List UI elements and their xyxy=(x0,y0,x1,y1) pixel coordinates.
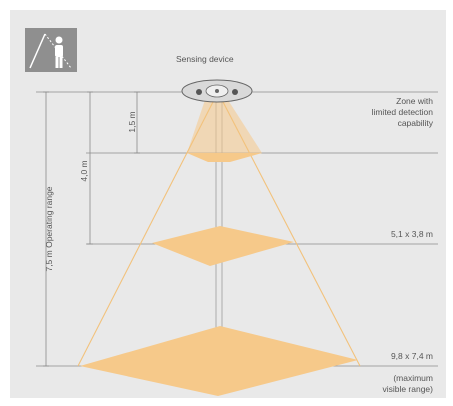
max-zone-area xyxy=(80,326,358,396)
cone-edge-right xyxy=(221,99,361,367)
sensing-device-icon xyxy=(180,78,254,104)
max-zone-label-1: (maximum xyxy=(393,373,433,383)
mid-zone-size-label: 5,1 x 3,8 m xyxy=(390,229,433,239)
limited-zone-label-1: Zone with xyxy=(396,96,433,106)
max-zone-label-2: visible range) xyxy=(382,384,433,394)
sensing-device-label: Sensing device xyxy=(176,54,234,64)
max-zone-size-label: 9,8 x 7,4 m xyxy=(390,351,433,361)
mid-zone-area xyxy=(152,226,294,266)
limited-zone-label-3: capability xyxy=(397,118,433,128)
first-dimension-label: 1,5 m xyxy=(127,111,137,133)
cone-edge-left xyxy=(77,99,215,367)
second-dimension-label: 4,0 m xyxy=(79,160,89,182)
sensor-person-icon xyxy=(25,28,77,72)
limited-zone-label-2: limited detection xyxy=(371,107,433,117)
limited-zone-area xyxy=(187,153,262,162)
operating-range-label: 7,5 m Operating range xyxy=(44,186,54,272)
near-cone xyxy=(187,100,262,153)
